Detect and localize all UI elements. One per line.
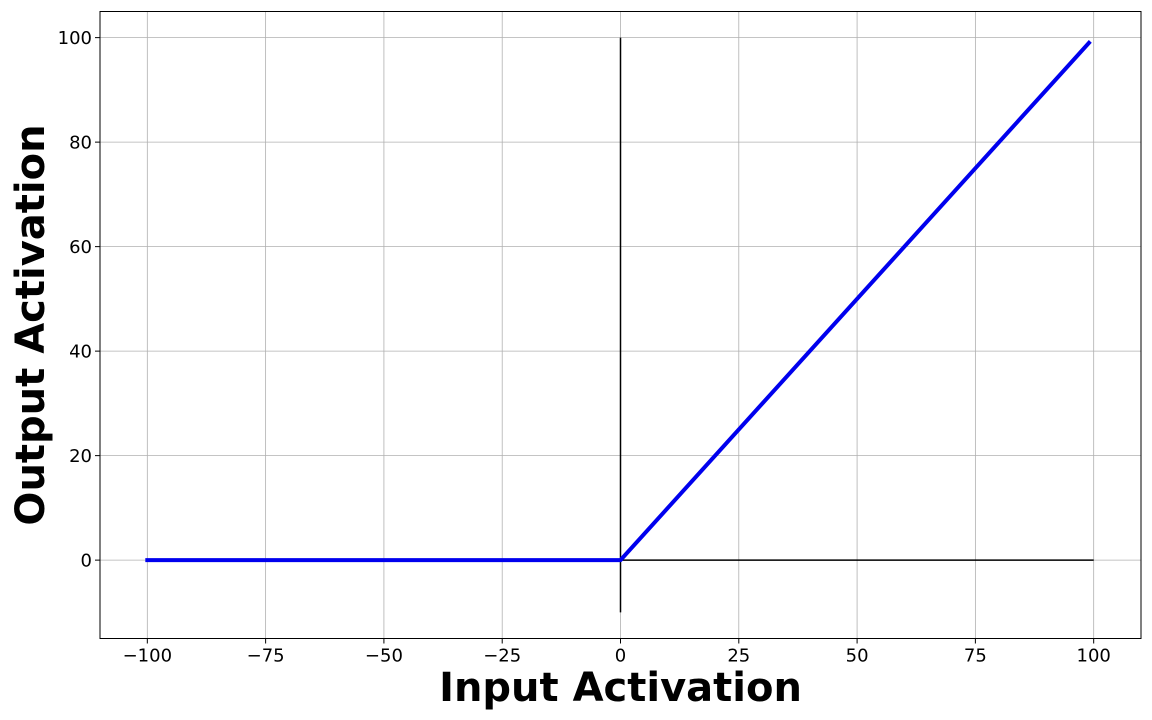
x-axis-label: Input Activation <box>439 665 802 711</box>
x-tick-label: 100 <box>1077 646 1111 667</box>
x-tick-label: −100 <box>123 646 172 667</box>
y-tick-label: 60 <box>69 237 92 258</box>
reference-lines <box>619 37 1094 613</box>
x-tick-label: 0 <box>615 646 626 667</box>
x-tick-label: 25 <box>727 646 750 667</box>
y-tick-labels: 0 20 40 60 80 100 <box>58 28 100 572</box>
x-tick-label: −25 <box>483 646 521 667</box>
y-tick-label: 0 <box>81 551 92 572</box>
x-tick-label: −75 <box>247 646 285 667</box>
y-tick-label: 20 <box>69 446 92 467</box>
y-axis-label: Output Activation <box>8 124 54 525</box>
x-tick-label: −50 <box>365 646 403 667</box>
x-tick-label: 75 <box>964 646 987 667</box>
y-tick-label: 100 <box>58 28 92 49</box>
x-tick-labels: −100 −75 −50 −25 0 25 50 75 100 <box>123 638 1111 667</box>
series-lines <box>145 40 1092 563</box>
x-tick-label: 50 <box>846 646 869 667</box>
y-tick-label: 40 <box>69 342 92 363</box>
series-line <box>145 40 1092 563</box>
y-tick-label: 80 <box>69 133 92 154</box>
